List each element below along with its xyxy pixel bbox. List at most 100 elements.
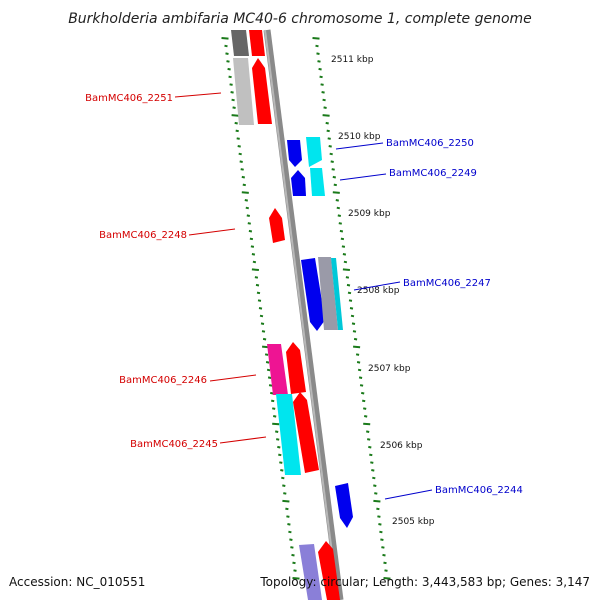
minor-tick: [282, 484, 286, 487]
minor-tick: [333, 183, 337, 187]
minor-tick: [355, 353, 360, 356]
gene-block-2247-gray[interactable]: [318, 257, 338, 330]
gene-block[interactable]: [249, 30, 265, 56]
minor-tick: [329, 152, 333, 156]
minor-tick: [290, 546, 294, 549]
minor-tick: [372, 476, 376, 480]
gene-block-2249-right[interactable]: [310, 168, 325, 196]
minor-tick: [257, 299, 262, 302]
minor-tick: [379, 530, 383, 534]
chromosome-backbone-highlight: [264, 29, 339, 600]
minor-tick: [363, 407, 367, 410]
minor-tick: [319, 75, 323, 79]
minor-tick: [321, 91, 325, 94]
gene-block-2251[interactable]: [252, 58, 272, 124]
minor-tick: [245, 206, 249, 210]
minor-tick: [352, 330, 357, 333]
gene-label-2250[interactable]: BamMC406_2250: [386, 138, 474, 149]
gene-block-2245-cyan[interactable]: [276, 394, 301, 475]
scale-labels: 2511 kbp 2510 kbp 2509 kbp 2508 kbp 2507…: [331, 55, 435, 527]
gene-block-2250-right[interactable]: [306, 137, 322, 167]
leader-line-2247: [353, 281, 401, 291]
minor-tick: [377, 515, 381, 518]
major-tick: [241, 191, 249, 194]
minor-tick: [346, 283, 351, 287]
minor-tick: [256, 291, 261, 295]
gene-label-2244[interactable]: BamMC406_2244: [435, 485, 523, 496]
gene-block-2246[interactable]: [286, 342, 306, 394]
minor-tick: [342, 253, 347, 256]
minor-tick: [373, 484, 377, 487]
minor-tick: [280, 469, 284, 472]
minor-tick: [260, 322, 265, 325]
gene-label-2247[interactable]: BamMC406_2247: [403, 278, 491, 289]
gene-block-2246-magenta[interactable]: [267, 344, 288, 395]
major-tick: [221, 37, 229, 40]
minor-tick: [283, 492, 287, 495]
gene-blocks: [231, 30, 353, 600]
minor-tick: [293, 569, 297, 572]
scale-label-2509: 2509 kbp: [348, 209, 391, 219]
minor-tick: [281, 476, 285, 480]
minor-tick: [286, 515, 290, 518]
minor-tick: [247, 222, 251, 225]
minor-tick: [289, 538, 293, 541]
minor-tick: [278, 453, 282, 457]
gene-label-2245[interactable]: BamMC406_2245: [130, 439, 218, 450]
minor-tick: [277, 445, 281, 449]
minor-tick: [240, 168, 244, 171]
gene-block-2247[interactable]: [301, 258, 325, 331]
gene-block-2249[interactable]: [291, 170, 306, 196]
gene-block-2245[interactable]: [293, 392, 319, 473]
minor-tick: [327, 137, 331, 140]
minor-tick: [287, 523, 291, 526]
tick-ring-right: [312, 37, 391, 580]
minor-tick: [251, 253, 256, 256]
minor-tick: [383, 561, 387, 565]
gene-label-2249[interactable]: BamMC406_2249: [389, 168, 477, 179]
minor-tick: [270, 391, 274, 395]
major-tick: [373, 499, 381, 503]
minor-tick: [239, 160, 243, 163]
minor-tick: [380, 538, 384, 541]
leader-line-2251: [174, 92, 222, 98]
major-tick: [282, 499, 290, 503]
minor-tick: [229, 83, 233, 86]
major-tick: [322, 114, 330, 117]
minor-tick: [340, 237, 345, 241]
gene-label-2248[interactable]: BamMC406_2248: [99, 230, 187, 241]
chromosome-backbone: [263, 29, 344, 600]
gene-label-2251[interactable]: BamMC406_2251: [85, 93, 173, 104]
minor-tick: [248, 229, 253, 233]
scale-label-2506: 2506 kbp: [380, 441, 423, 451]
gene-block-2247-cyan[interactable]: [331, 258, 343, 330]
gene-block-2251-left[interactable]: [233, 58, 254, 125]
minor-tick: [244, 199, 248, 202]
gene-block[interactable]: [318, 541, 340, 600]
minor-tick: [369, 453, 373, 457]
minor-tick: [326, 129, 330, 133]
minor-tick: [338, 222, 342, 225]
minor-tick: [250, 245, 255, 248]
scale-label-2507: 2507 kbp: [368, 364, 411, 374]
gene-label-2246[interactable]: BamMC406_2246: [119, 375, 207, 386]
minor-tick: [259, 314, 264, 318]
gene-block[interactable]: [299, 544, 322, 600]
minor-tick: [317, 60, 321, 63]
gene-block[interactable]: [231, 30, 249, 56]
leader-line-2248: [188, 228, 236, 236]
minor-tick: [285, 507, 289, 511]
minor-tick: [246, 214, 250, 217]
gene-block-2248[interactable]: [269, 208, 285, 243]
minor-tick: [275, 430, 279, 433]
minor-tick: [384, 569, 388, 572]
gene-block-2244[interactable]: [335, 483, 353, 528]
minor-tick: [238, 152, 242, 156]
minor-tick: [362, 399, 366, 403]
minor-tick: [328, 145, 332, 148]
minor-tick: [370, 461, 374, 464]
gene-block-2250[interactable]: [287, 140, 302, 167]
minor-tick: [356, 361, 361, 364]
minor-tick: [224, 44, 228, 48]
